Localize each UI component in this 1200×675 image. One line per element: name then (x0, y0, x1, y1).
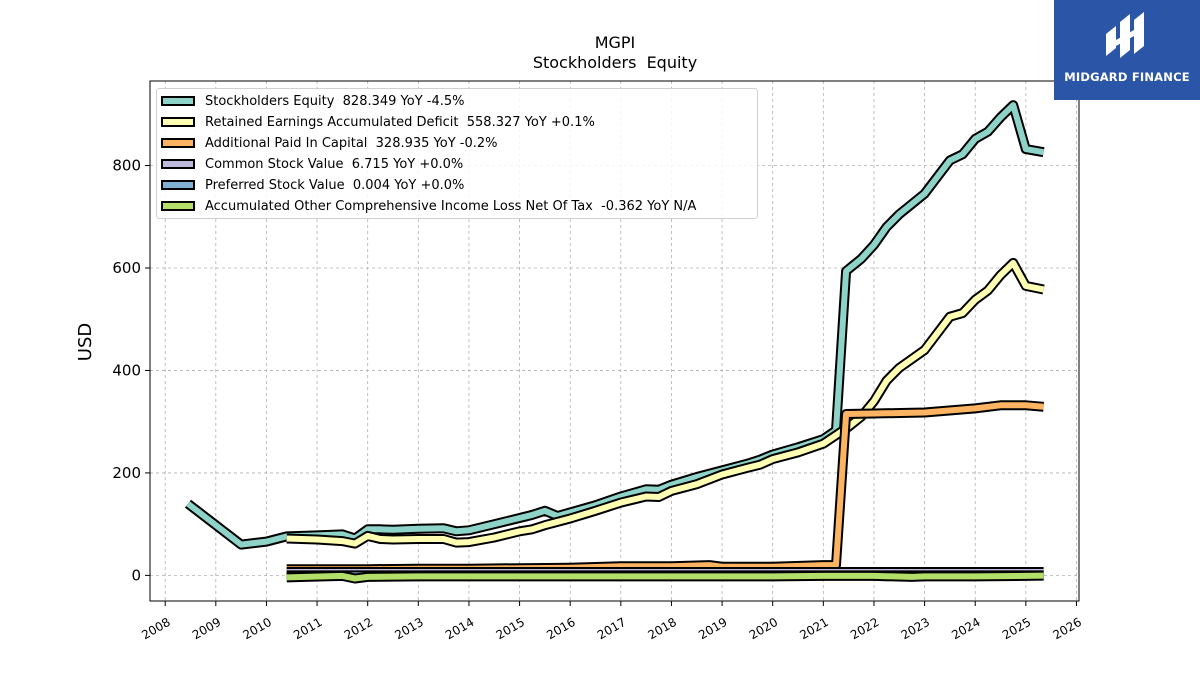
x-tick-label: 2026 (1051, 615, 1084, 642)
x-tick-label: 2009 (190, 615, 223, 642)
x-tick-label: 2025 (1000, 615, 1033, 642)
y-tick-label: 0 (131, 566, 141, 584)
legend-label: Common Stock Value 6.715 YoY +0.0% (205, 156, 464, 172)
y-tick-label: 400 (112, 361, 141, 379)
legend: Stockholders Equity 828.349 YoY -4.5% Re… (156, 88, 758, 219)
series-line (286, 572, 1044, 582)
legend-swatch (161, 96, 195, 106)
legend-item: Preferred Stock Value 0.004 YoY +0.0% (161, 176, 464, 194)
plot-frame (149, 80, 1080, 602)
x-tick-label: 2016 (544, 615, 577, 642)
x-tick-label: 2022 (848, 615, 881, 642)
x-tick-label: 2018 (646, 615, 679, 642)
x-tick-label: 2011 (291, 615, 324, 642)
logo-mark-icon (1106, 12, 1144, 58)
legend-swatch (161, 138, 195, 148)
legend-item: Common Stock Value 6.715 YoY +0.0% (161, 155, 463, 173)
legend-swatch (161, 180, 195, 190)
x-tick-label: 2015 (494, 615, 527, 642)
x-tick-label: 2014 (443, 615, 476, 642)
chart-subtitle: Stockholders Equity (533, 53, 697, 72)
series-line (286, 259, 1045, 547)
legend-swatch (161, 159, 195, 169)
x-tick-label: 2017 (595, 615, 628, 642)
x-tick-label: 2024 (949, 615, 982, 642)
x-tick-label: 2023 (899, 615, 932, 642)
chart-title: MGPI (595, 33, 636, 52)
series-outline (286, 257, 1045, 549)
series-layer (184, 100, 1045, 584)
legend-label: Retained Earnings Accumulated Deficit 55… (205, 114, 595, 130)
x-tick-label: 2019 (696, 615, 729, 642)
legend-item: Additional Paid In Capital 328.935 YoY -… (161, 134, 498, 152)
series-line (186, 102, 1045, 548)
y-axis-label: USD (75, 323, 96, 361)
x-tick-label: 2020 (747, 615, 780, 642)
x-tick-label: 2013 (392, 615, 425, 642)
legend-item: Accumulated Other Comprehensive Income L… (161, 197, 696, 215)
legend-swatch (161, 201, 195, 211)
x-tick-label: 2021 (797, 615, 830, 642)
y-tick-label: 800 (112, 157, 141, 175)
logo-text: MIDGARD FINANCE (1064, 70, 1190, 84)
legend-label: Accumulated Other Comprehensive Income L… (205, 198, 697, 214)
y-tick-label: 600 (112, 259, 141, 277)
legend-item: Stockholders Equity 828.349 YoY -4.5% (161, 92, 465, 110)
legend-item: Retained Earnings Accumulated Deficit 55… (161, 113, 595, 131)
x-tick-label: 2010 (240, 615, 273, 642)
y-tick-label: 200 (112, 464, 141, 482)
legend-label: Additional Paid In Capital 328.935 YoY -… (205, 135, 498, 151)
legend-swatch (161, 117, 195, 127)
legend-label: Preferred Stock Value 0.004 YoY +0.0% (205, 177, 465, 193)
x-tick-label: 2008 (139, 615, 172, 642)
legend-label: Stockholders Equity 828.349 YoY -4.5% (205, 93, 465, 109)
x-tick-label: 2012 (342, 615, 375, 642)
brand-logo: MIDGARD FINANCE (1054, 0, 1200, 100)
